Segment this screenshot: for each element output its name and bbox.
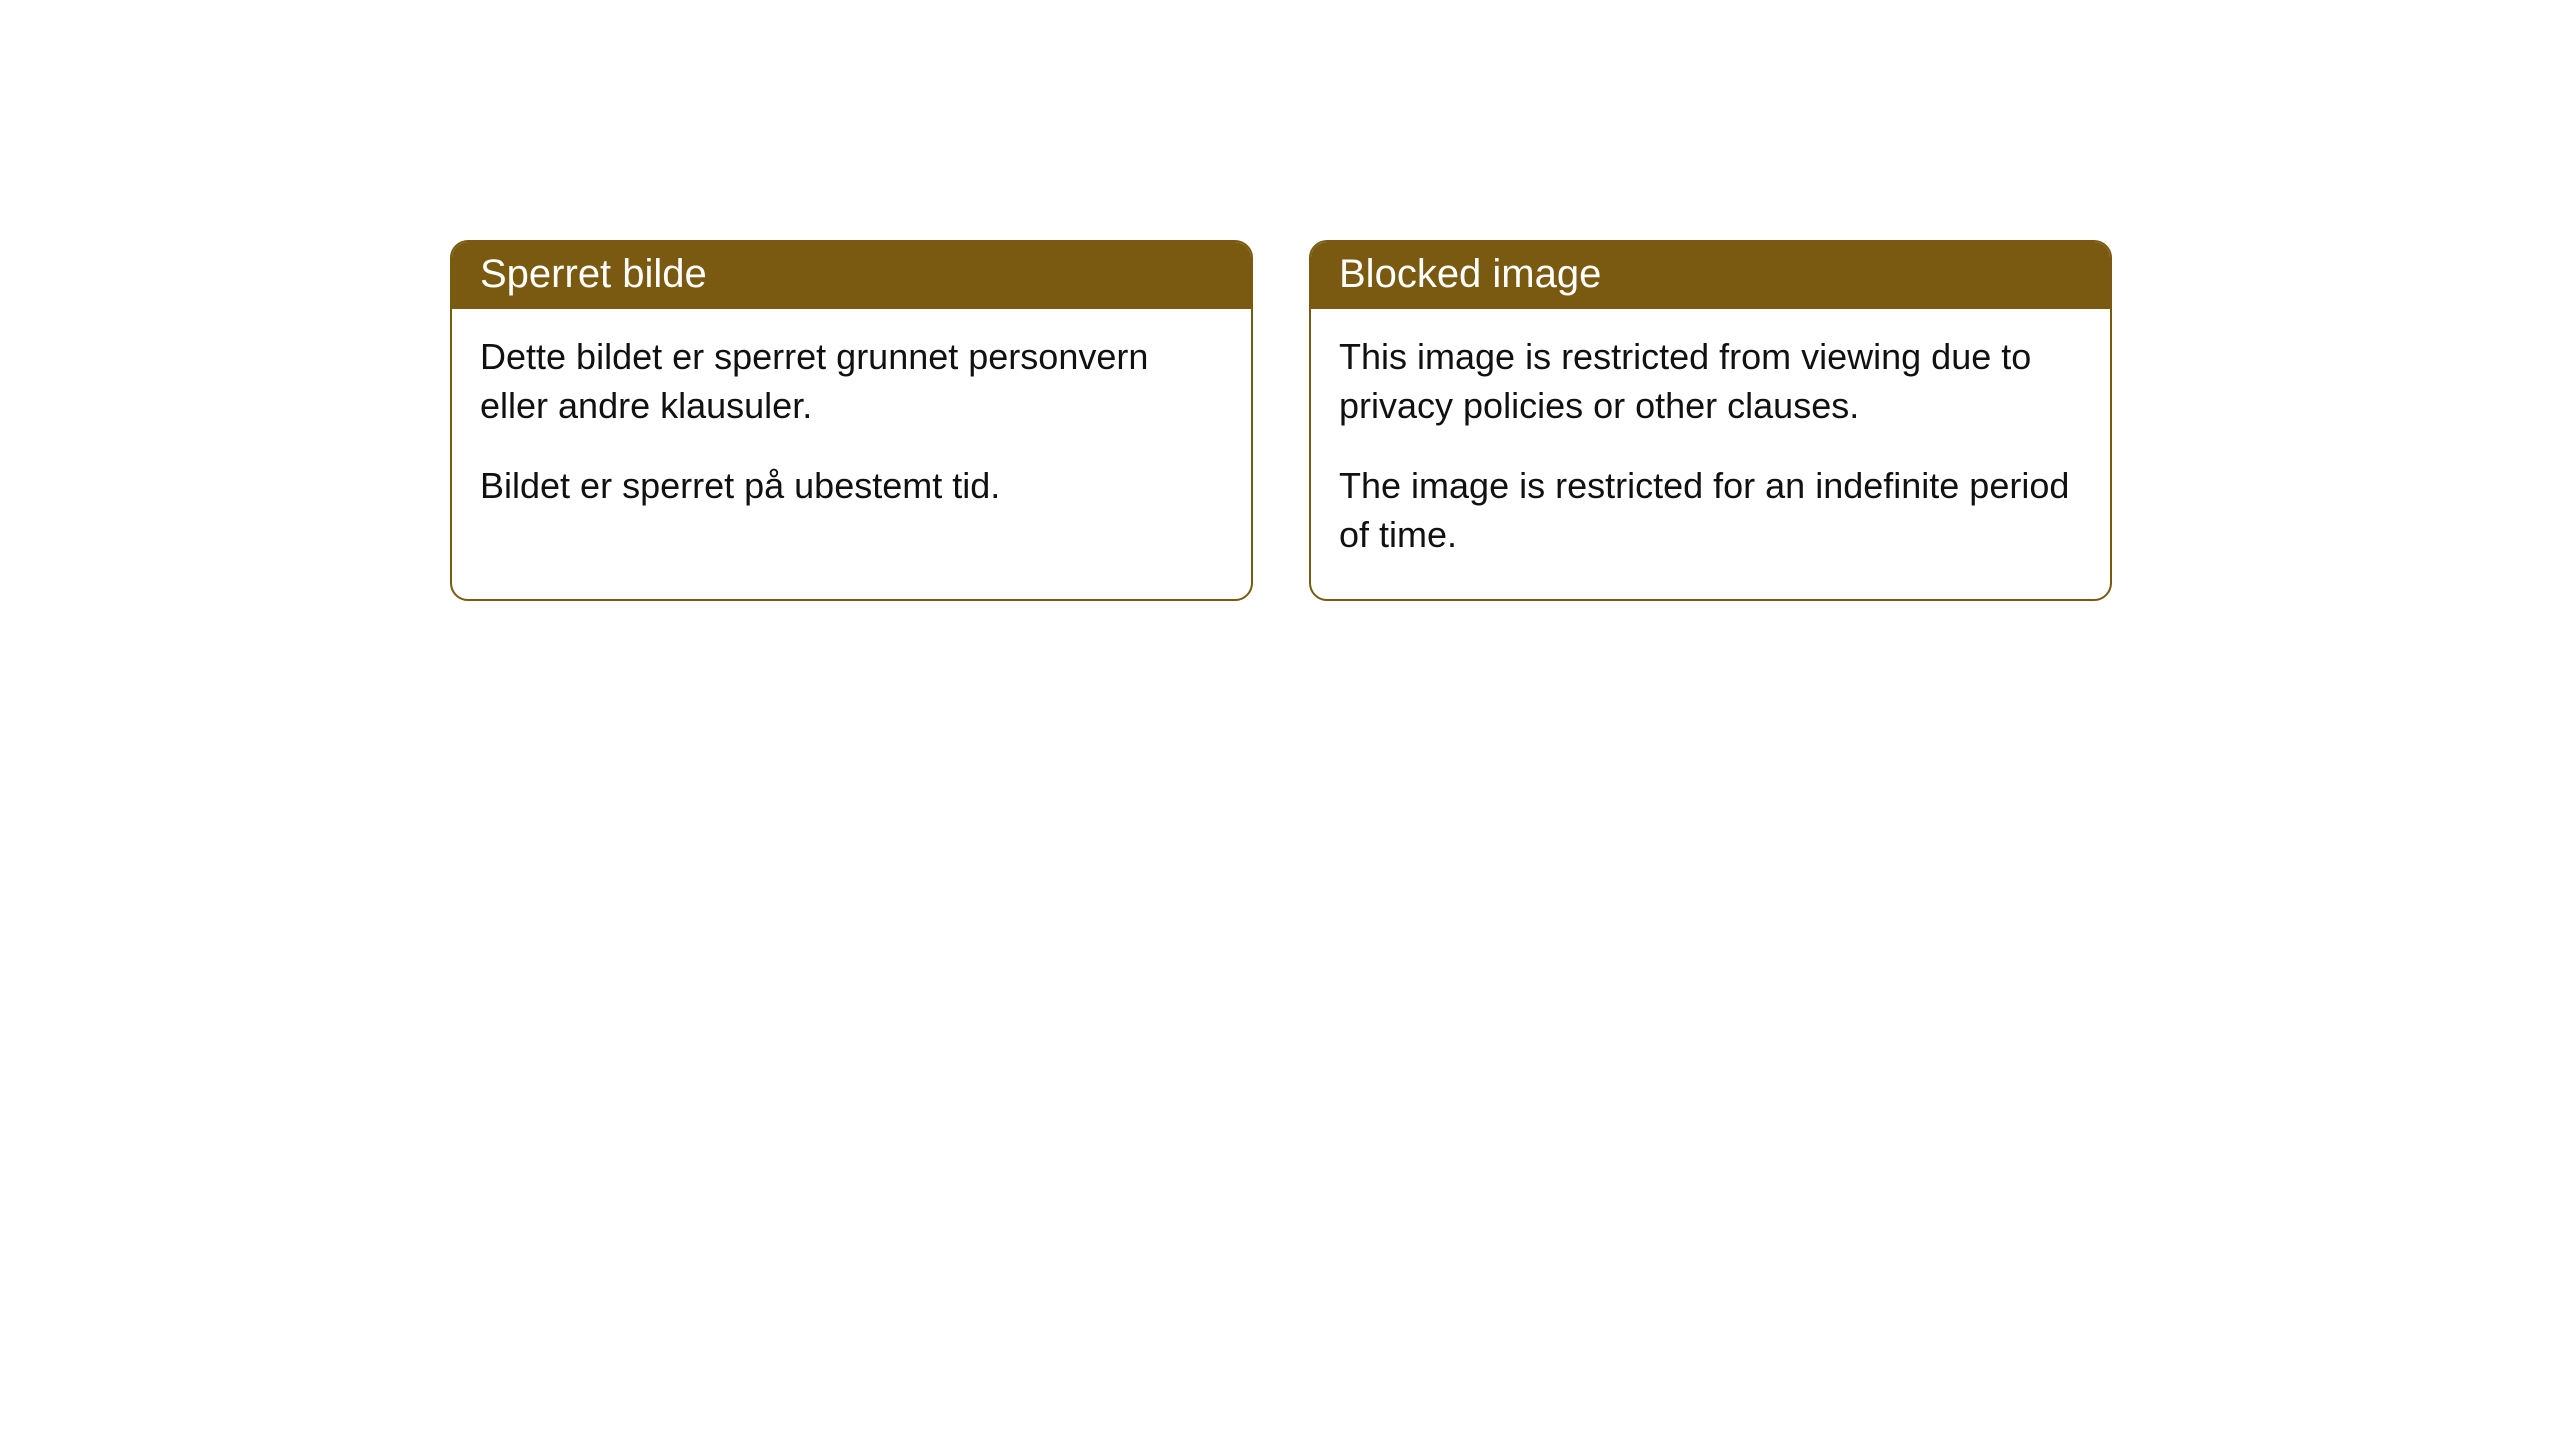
notice-header: Sperret bilde	[452, 242, 1251, 309]
notice-paragraph: Bildet er sperret på ubestemt tid.	[480, 462, 1223, 511]
notice-card-norwegian: Sperret bilde Dette bildet er sperret gr…	[450, 240, 1253, 601]
notice-paragraph: This image is restricted from viewing du…	[1339, 333, 2082, 430]
notice-body: This image is restricted from viewing du…	[1311, 309, 2110, 599]
notice-card-english: Blocked image This image is restricted f…	[1309, 240, 2112, 601]
notice-body: Dette bildet er sperret grunnet personve…	[452, 309, 1251, 551]
notice-header: Blocked image	[1311, 242, 2110, 309]
notice-paragraph: The image is restricted for an indefinit…	[1339, 462, 2082, 559]
notice-cards-container: Sperret bilde Dette bildet er sperret gr…	[450, 240, 2560, 601]
notice-paragraph: Dette bildet er sperret grunnet personve…	[480, 333, 1223, 430]
